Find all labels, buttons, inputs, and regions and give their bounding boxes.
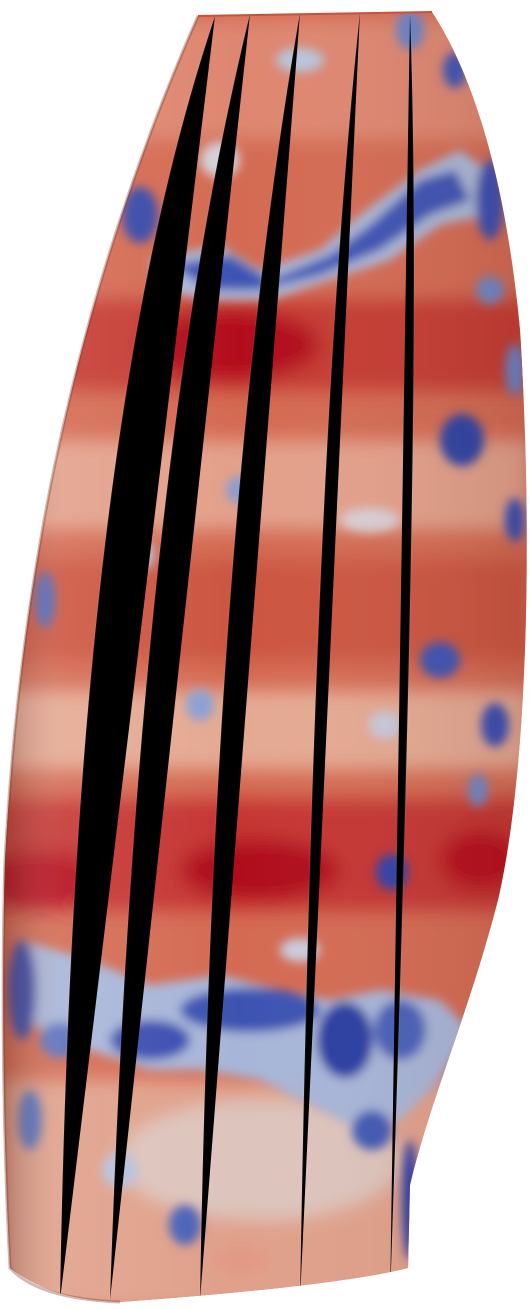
surface-top-rim (197, 11, 433, 17)
surface-edge-left (1, 15, 200, 1304)
